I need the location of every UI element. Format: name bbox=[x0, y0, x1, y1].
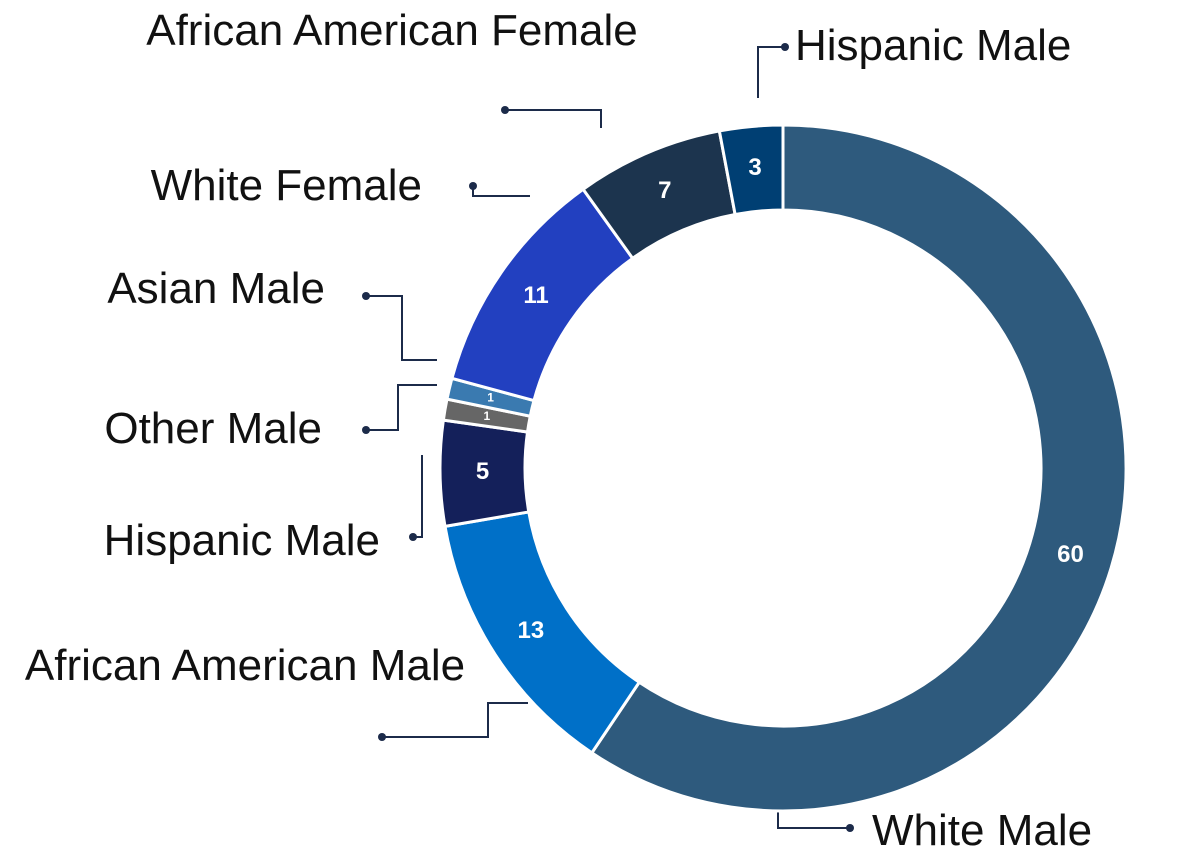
leader-dot bbox=[409, 533, 417, 541]
category-label: White Female bbox=[150, 161, 422, 210]
leader-dot bbox=[846, 824, 854, 832]
category-label: African American Male bbox=[24, 641, 466, 690]
leader-line bbox=[757, 46, 785, 98]
category-label: Asian Male bbox=[107, 264, 325, 313]
leader-dot bbox=[781, 43, 789, 51]
value-label: 5 bbox=[476, 458, 489, 485]
leader-dot bbox=[469, 182, 477, 190]
value-label: 1 bbox=[484, 409, 491, 423]
leader-dot bbox=[378, 733, 386, 741]
category-label: Other Male bbox=[104, 404, 322, 453]
leader-line bbox=[472, 186, 530, 197]
leader-dot bbox=[362, 426, 370, 434]
leader-dot bbox=[362, 292, 370, 300]
leader-line bbox=[366, 295, 437, 361]
donut-slice bbox=[589, 123, 1128, 813]
category-label: Hispanic Male bbox=[795, 21, 1072, 70]
leader-dots bbox=[362, 43, 854, 832]
value-label: 11 bbox=[523, 282, 548, 309]
donut-slice bbox=[717, 123, 785, 217]
leader-line bbox=[382, 702, 528, 738]
value-label: 7 bbox=[658, 177, 671, 204]
value-label: 60 bbox=[1057, 541, 1084, 568]
leader-dot bbox=[501, 106, 509, 114]
value-label: 13 bbox=[518, 617, 545, 644]
category-label: African American Female bbox=[146, 6, 638, 55]
category-label: White Male bbox=[872, 806, 1093, 855]
value-label: 3 bbox=[748, 154, 761, 181]
value-label: 1 bbox=[487, 391, 494, 405]
leader-line bbox=[505, 109, 602, 128]
leader-line bbox=[366, 384, 437, 431]
leader-line bbox=[413, 455, 423, 538]
category-label: Hispanic Male bbox=[103, 516, 380, 565]
